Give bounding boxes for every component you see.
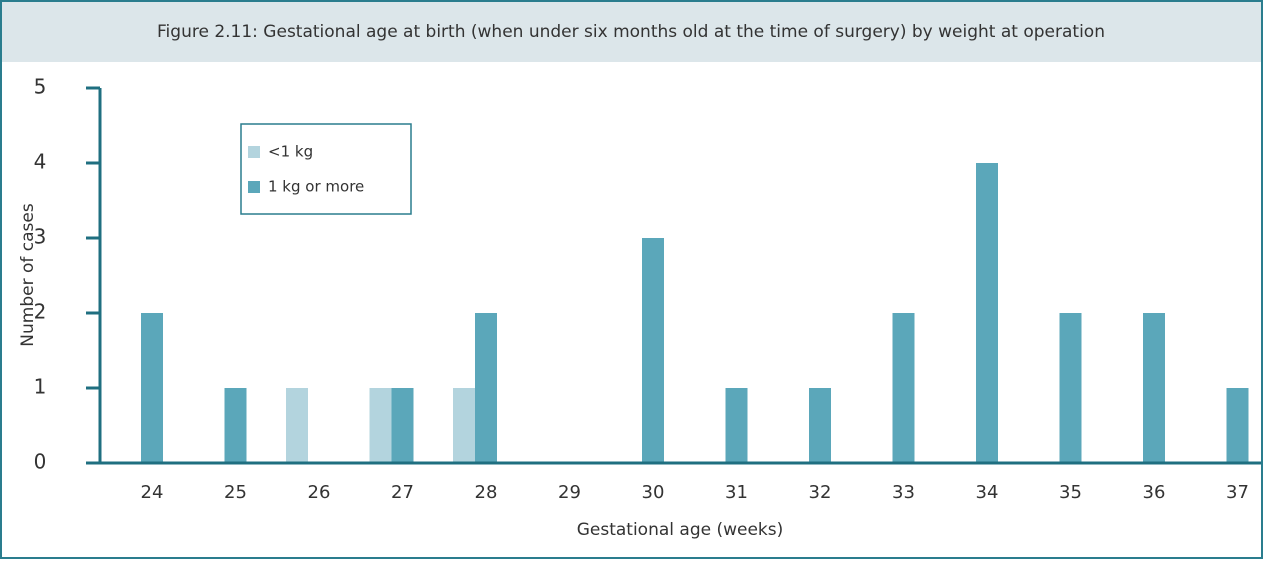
bar: [141, 313, 163, 463]
x-tick-label: 33: [892, 482, 915, 503]
y-tick-label: 5: [34, 75, 47, 99]
x-tick-label: 30: [642, 482, 665, 503]
legend-label: 1 kg or more: [268, 178, 364, 196]
bar: [369, 388, 392, 463]
chart-title: Figure 2.11: Gestational age at birth (w…: [157, 22, 1105, 42]
x-tick-label: 27: [391, 482, 414, 503]
bar: [809, 388, 831, 463]
x-tick-label: 31: [725, 482, 748, 503]
x-tick-label: 35: [1059, 482, 1082, 503]
legend-swatch: [248, 181, 260, 193]
legend: [240, 123, 412, 215]
bar: [642, 238, 664, 463]
x-tick-label: 28: [475, 482, 498, 503]
x-tick-label: 34: [976, 482, 999, 503]
x-tick-label: 37: [1226, 482, 1249, 503]
x-axis-label: Gestational age (weeks): [577, 520, 784, 540]
x-tick-label: 26: [308, 482, 331, 503]
x-tick-label: 36: [1143, 482, 1166, 503]
x-tick-label: 24: [141, 482, 164, 503]
bar: [1143, 313, 1165, 463]
x-tick-label: 32: [809, 482, 832, 503]
y-tick-label: 0: [34, 450, 47, 474]
y-tick-label: 4: [34, 150, 47, 174]
y-tick-label: 3: [34, 225, 47, 249]
bar: [725, 388, 748, 463]
bar: [1059, 313, 1082, 463]
y-axis-label: Number of cases: [18, 203, 38, 347]
bar: [391, 388, 414, 463]
x-tick-label: 29: [558, 482, 581, 503]
header: [2, 2, 1261, 62]
y-tick-label: 2: [34, 300, 47, 324]
x-tick-label: 25: [224, 482, 247, 503]
bar: [892, 313, 915, 463]
bar: [286, 388, 308, 463]
bar: [224, 388, 247, 463]
legend-label: <1 kg: [268, 143, 313, 161]
bar: [976, 163, 998, 463]
bar: [453, 388, 475, 463]
bar: [1226, 388, 1249, 463]
bar: [475, 313, 497, 463]
y-tick-label: 1: [34, 375, 47, 399]
legend-swatch: [248, 146, 260, 158]
